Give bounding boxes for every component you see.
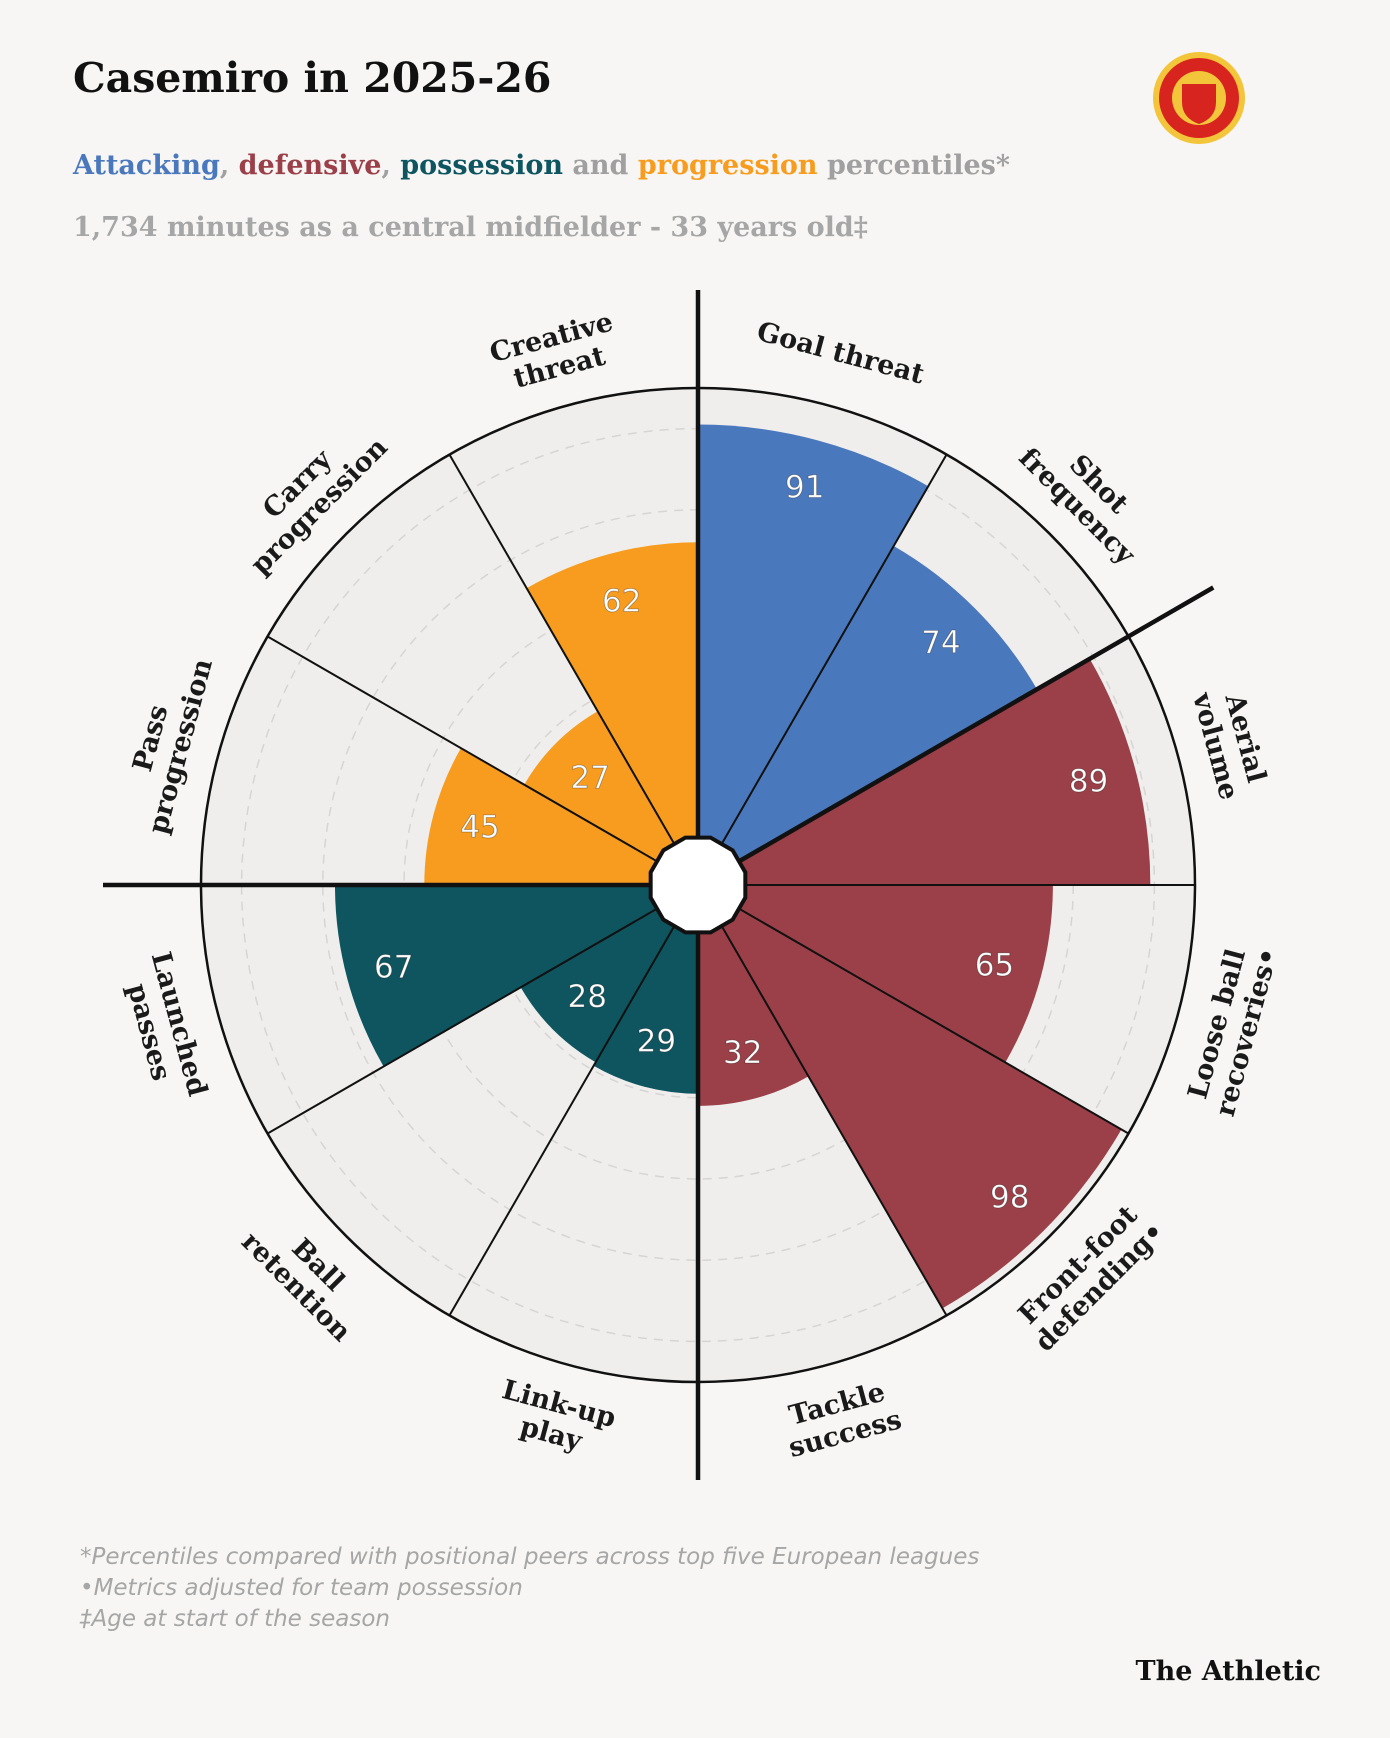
segment-divider: [267, 884, 699, 1135]
segment-divider: [448, 884, 699, 1316]
crest-shield: [1182, 84, 1216, 124]
subtitle-part: Attacking: [72, 150, 220, 181]
chart-title: Casemiro in 2025-26: [73, 54, 551, 102]
value-label: 45: [460, 810, 499, 846]
footnote: •Metrics adjusted for team possession: [80, 1575, 523, 1601]
subtitle-part: ,: [220, 150, 239, 181]
value-label: 67: [374, 950, 413, 986]
value-label: 89: [1069, 763, 1108, 799]
value-label: 32: [723, 1035, 762, 1071]
bar: [698, 885, 809, 1106]
value-label: 74: [921, 625, 960, 661]
segment-divider: [697, 884, 948, 1316]
hub: [648, 835, 748, 935]
bar: [698, 885, 1053, 1063]
footnote: ‡Age at start of the season: [79, 1606, 390, 1632]
source: The Athletic: [1136, 1656, 1321, 1687]
subtitle-part: possession: [400, 150, 563, 181]
value-label: 65: [975, 947, 1014, 983]
subtitle-part: defensive: [239, 150, 382, 181]
subtitle-part: percentiles*: [818, 150, 1010, 181]
segment-divider: [448, 454, 699, 886]
club-crest: [1153, 52, 1245, 144]
value-label: 91: [785, 470, 824, 506]
value-label: 27: [570, 760, 609, 796]
subtitle-part: progression: [638, 150, 818, 181]
group-divider: [696, 585, 1215, 887]
subtitle-part: ,: [381, 150, 400, 181]
value-label: 29: [637, 1023, 676, 1059]
bar: [334, 885, 698, 1067]
bar: [593, 885, 698, 1094]
segment-divider: [267, 635, 699, 886]
subtitle-2: 1,734 minutes as a central midfielder - …: [73, 212, 868, 243]
bar: [524, 711, 698, 885]
bar: [698, 658, 1151, 885]
subtitle-part: and: [563, 150, 638, 181]
footnote: *Percentiles compared with positional pe…: [80, 1544, 979, 1570]
value-label: 28: [567, 979, 606, 1015]
value-label: 98: [990, 1180, 1029, 1216]
bar: [520, 885, 698, 1063]
value-label: 62: [602, 583, 641, 619]
bar: [698, 424, 929, 885]
bar: [526, 542, 698, 885]
bar: [424, 748, 698, 885]
bar: [698, 885, 1122, 1309]
segment-divider: [697, 454, 948, 886]
subtitle: Attacking, defensive, possession and pro…: [72, 150, 1010, 181]
bar: [698, 546, 1037, 885]
segment-divider: [697, 884, 1129, 1135]
